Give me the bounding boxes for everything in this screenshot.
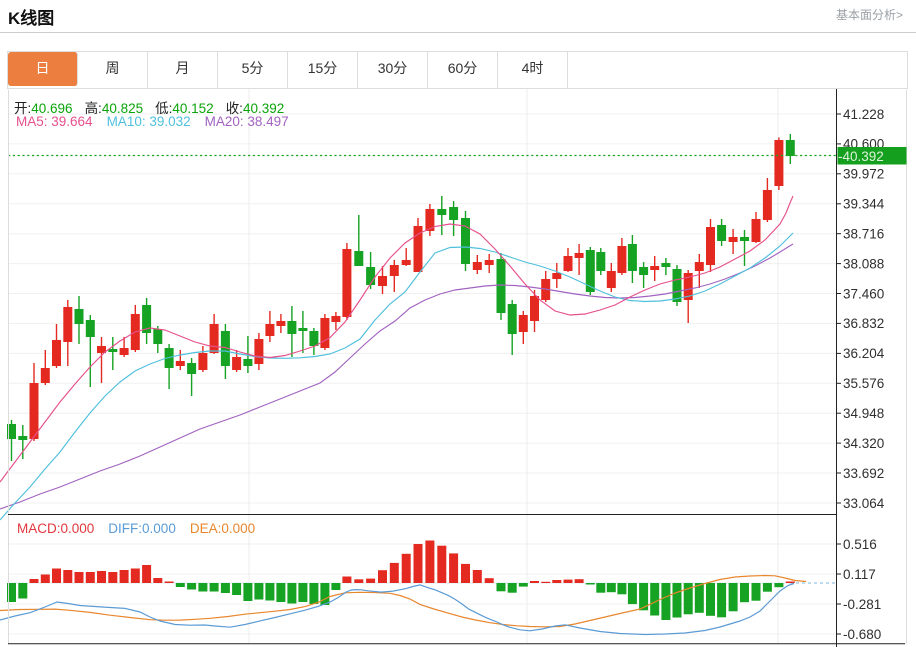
svg-text:34.948: 34.948 [843,406,884,421]
svg-text:-0.281: -0.281 [843,597,881,612]
svg-text:33.692: 33.692 [843,466,884,481]
svg-text:33.064: 33.064 [843,496,885,511]
svg-text:39.344: 39.344 [843,197,885,212]
svg-text:35.576: 35.576 [843,376,884,391]
svg-text:-0.680: -0.680 [843,627,881,642]
svg-text:0.516: 0.516 [843,537,877,552]
svg-text:36.204: 36.204 [843,346,885,361]
svg-text:38.088: 38.088 [843,256,884,271]
svg-text:37.460: 37.460 [843,286,884,301]
svg-text:39.972: 39.972 [843,167,884,182]
svg-text:34.320: 34.320 [843,436,884,451]
svg-text:38.716: 38.716 [843,227,884,242]
svg-text:41.228: 41.228 [843,107,884,122]
svg-text:36.832: 36.832 [843,316,884,331]
svg-text:-40.392: -40.392 [838,149,884,164]
svg-text:0.117: 0.117 [843,567,876,582]
